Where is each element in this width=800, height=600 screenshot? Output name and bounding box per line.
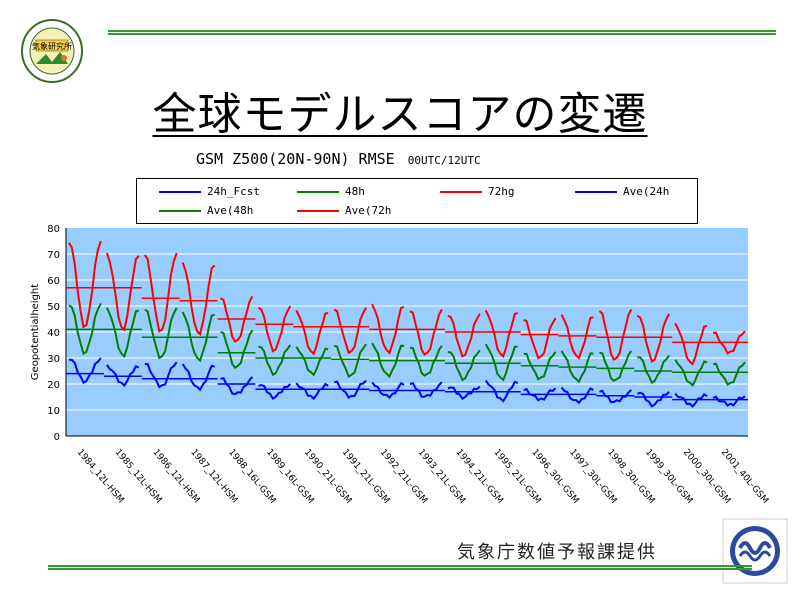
legend-item-72h: 72hg xyxy=(440,185,515,198)
series-72h-year xyxy=(220,295,254,343)
series-48h-year xyxy=(599,350,633,383)
y-tick-label: 30 xyxy=(47,354,60,365)
series-48h-year xyxy=(637,354,671,385)
series-24h-year xyxy=(371,381,405,400)
credit-text: 気象庁数値予報課提供 xyxy=(457,542,657,563)
series-24h-year xyxy=(637,391,670,408)
series-72h-year xyxy=(105,252,140,332)
chart-legend: 24h_Fcst 48h 72hg Ave(24h Ave(48h Ave(72… xyxy=(136,178,698,224)
series-24h-year xyxy=(674,392,708,408)
series-48h-year xyxy=(144,307,178,360)
series-24h-year xyxy=(333,379,367,399)
series-48h-year xyxy=(220,329,254,370)
top-rule xyxy=(108,30,776,35)
series-24h-year xyxy=(295,382,329,401)
series-72h-year xyxy=(636,313,671,364)
series-72h-year xyxy=(333,307,367,355)
series-48h-year xyxy=(105,307,140,359)
series-48h-year xyxy=(713,361,746,386)
subtitle-small: 00UTC/12UTC xyxy=(407,154,481,167)
series-24h-year xyxy=(712,395,746,407)
series-24h-year xyxy=(447,385,481,400)
series-24h-year xyxy=(144,361,178,389)
average-lines xyxy=(66,287,748,401)
series-24h-year xyxy=(523,387,557,402)
y-tick-label: 20 xyxy=(47,380,60,391)
series-72h-year xyxy=(523,317,557,360)
series-72h-year xyxy=(181,262,216,337)
series-48h-year xyxy=(295,346,329,377)
series-72h-year xyxy=(560,314,594,360)
y-tick-label: 10 xyxy=(47,406,60,417)
series-24h-year xyxy=(484,379,519,403)
series-72h-year xyxy=(257,305,292,353)
series-lines xyxy=(68,240,746,408)
legend-item-48h: 48h xyxy=(297,185,365,198)
series-72h-year xyxy=(143,252,178,333)
y-axis-label: Geopotentialheight xyxy=(30,284,41,380)
series-24h-year xyxy=(409,381,443,398)
gridlines xyxy=(65,228,748,437)
y-tick-label: 60 xyxy=(47,276,60,287)
series-48h-year xyxy=(674,359,708,387)
y-tick-label: 80 xyxy=(47,224,60,235)
series-72h-year xyxy=(371,303,405,355)
series-72h-year xyxy=(598,308,633,362)
series-48h-year xyxy=(181,311,215,363)
meteorological-research-institute-logo: 気象研究所 xyxy=(20,18,84,84)
y-tick-label: 70 xyxy=(47,250,60,261)
series-72h-year xyxy=(409,308,443,356)
logo-text: 気象研究所 xyxy=(32,41,72,51)
legend-item-ave48h: Ave(48h xyxy=(159,204,253,217)
legend-item-ave24h: Ave(24h xyxy=(575,185,669,198)
series-48h-year xyxy=(371,342,405,379)
jma-logo xyxy=(722,518,788,584)
subtitle-main: GSM Z500(20N-90N) RMSE xyxy=(196,150,395,168)
y-tick-label: 40 xyxy=(47,328,60,339)
page-title: 全球モデルスコアの変遷 xyxy=(152,89,648,140)
series-48h-year xyxy=(68,302,102,356)
x-tick-labels: 1984_12L-HSM1985_12L-HSM1986_12L-HSM1987… xyxy=(75,448,770,506)
legend-item-ave72h: Ave(72h xyxy=(297,204,391,217)
series-48h-year xyxy=(409,345,443,377)
y-tick-label: 0 xyxy=(54,432,60,443)
series-24h-year xyxy=(181,363,215,392)
series-48h-year xyxy=(523,351,557,381)
series-48h-year xyxy=(447,349,481,382)
series-48h-year xyxy=(258,344,292,377)
series-72h-year xyxy=(484,309,518,359)
y-tick-labels: 0 10 20 30 40 50 60 70 80 xyxy=(47,224,60,443)
y-tick-label: 50 xyxy=(47,302,60,313)
series-24h-year xyxy=(258,383,292,401)
series-72h-year xyxy=(713,330,746,355)
series-72h-year xyxy=(674,322,708,366)
series-72h-year xyxy=(295,309,329,356)
series-72h-year xyxy=(68,240,102,329)
series-48h-year xyxy=(484,343,518,382)
rmse-line-chart: 0 10 20 30 40 50 60 70 80 1984_12L-HSM1985_12L-H… xyxy=(30,224,770,506)
series-48h-year xyxy=(560,350,594,384)
bottom-rule xyxy=(48,565,752,570)
legend-item-24h: 24h_Fcst xyxy=(159,185,260,198)
chart-subtitle: GSM Z500(20N-90N) RMSE 00UTC/12UTC xyxy=(196,150,481,168)
series-48h-year xyxy=(333,343,367,378)
series-24h-year xyxy=(68,357,102,385)
series-72h-year xyxy=(447,313,481,358)
series-24h-year xyxy=(560,386,594,405)
series-24h-year xyxy=(106,364,140,388)
